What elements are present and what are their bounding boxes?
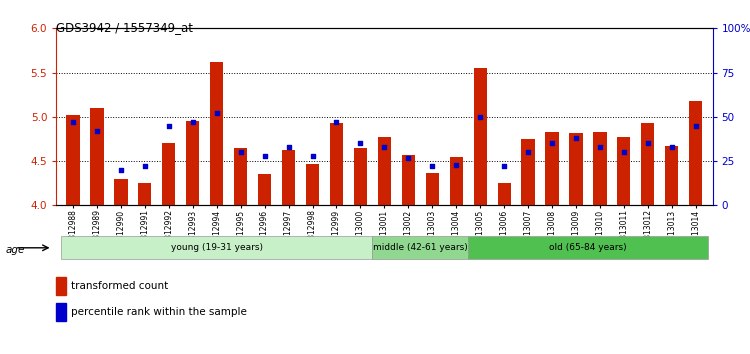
- Bar: [569, 133, 583, 205]
- Point: [259, 153, 271, 159]
- Point: [283, 144, 295, 150]
- Point: [618, 149, 630, 155]
- Text: percentile rank within the sample: percentile rank within the sample: [70, 307, 247, 318]
- Point: [594, 144, 606, 150]
- Point: [666, 144, 678, 150]
- Bar: [378, 137, 391, 205]
- Bar: [258, 175, 272, 205]
- Bar: [210, 62, 224, 205]
- Point: [402, 155, 414, 160]
- Point: [115, 167, 127, 173]
- Bar: [473, 68, 487, 205]
- Text: old (65-84 years): old (65-84 years): [549, 243, 627, 252]
- Bar: [56, 277, 66, 295]
- Point: [498, 164, 510, 169]
- Point: [307, 153, 319, 159]
- Point: [426, 164, 438, 169]
- Bar: [354, 148, 367, 205]
- Point: [331, 119, 343, 125]
- Point: [67, 119, 79, 125]
- Text: young (19-31 years): young (19-31 years): [171, 243, 262, 252]
- Bar: [497, 183, 511, 205]
- Text: GDS3942 / 1557349_at: GDS3942 / 1557349_at: [56, 21, 194, 34]
- Bar: [402, 155, 415, 205]
- Bar: [426, 172, 439, 205]
- Bar: [450, 157, 463, 205]
- Text: middle (42-61 years): middle (42-61 years): [373, 243, 468, 252]
- Bar: [545, 132, 559, 205]
- Bar: [593, 132, 607, 205]
- Bar: [91, 108, 104, 205]
- Point: [546, 141, 558, 146]
- Bar: [617, 137, 631, 205]
- Text: age: age: [6, 245, 26, 255]
- Point: [187, 119, 199, 125]
- Bar: [330, 123, 343, 205]
- Bar: [521, 139, 535, 205]
- Point: [91, 128, 103, 134]
- Point: [522, 149, 534, 155]
- Point: [690, 123, 702, 129]
- Bar: [689, 101, 702, 205]
- Bar: [306, 164, 319, 205]
- Bar: [468, 236, 708, 259]
- Bar: [138, 183, 152, 205]
- Bar: [186, 121, 200, 205]
- Point: [139, 164, 151, 169]
- Point: [450, 162, 462, 167]
- Bar: [67, 115, 80, 205]
- Bar: [665, 146, 678, 205]
- Bar: [114, 179, 128, 205]
- Point: [235, 149, 247, 155]
- Point: [163, 123, 175, 129]
- Bar: [61, 236, 373, 259]
- Point: [378, 144, 390, 150]
- Bar: [641, 123, 655, 205]
- Point: [474, 114, 486, 120]
- Bar: [282, 150, 296, 205]
- Point: [570, 135, 582, 141]
- Bar: [56, 303, 66, 321]
- Bar: [234, 148, 248, 205]
- Point: [355, 141, 367, 146]
- Bar: [373, 236, 468, 259]
- Point: [211, 110, 223, 116]
- Text: transformed count: transformed count: [70, 281, 168, 291]
- Point: [642, 141, 654, 146]
- Bar: [162, 143, 176, 205]
